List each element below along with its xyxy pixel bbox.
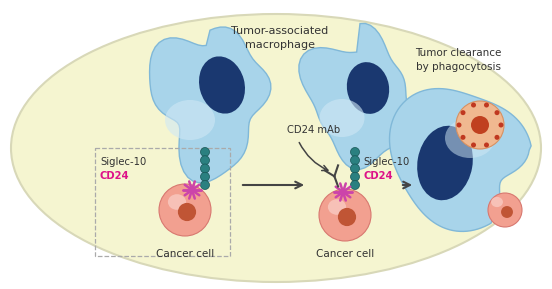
Ellipse shape (488, 193, 522, 227)
Ellipse shape (200, 147, 210, 157)
Text: Cancer cell: Cancer cell (156, 249, 214, 259)
Ellipse shape (460, 135, 465, 140)
Ellipse shape (445, 118, 495, 158)
Ellipse shape (460, 110, 465, 115)
Ellipse shape (319, 189, 371, 241)
Text: Tumor-associated
macrophage: Tumor-associated macrophage (231, 26, 328, 50)
Ellipse shape (178, 203, 196, 221)
Polygon shape (390, 89, 531, 231)
Ellipse shape (200, 156, 210, 165)
Ellipse shape (456, 101, 504, 149)
Ellipse shape (199, 56, 245, 114)
Ellipse shape (200, 172, 210, 181)
Ellipse shape (484, 142, 489, 147)
Ellipse shape (328, 199, 346, 215)
Ellipse shape (351, 156, 359, 165)
Ellipse shape (347, 62, 389, 114)
Ellipse shape (200, 181, 210, 190)
Ellipse shape (338, 208, 356, 226)
Ellipse shape (320, 99, 364, 137)
Ellipse shape (491, 197, 503, 207)
Ellipse shape (159, 184, 211, 236)
Ellipse shape (471, 142, 476, 147)
Ellipse shape (484, 103, 489, 108)
Polygon shape (150, 27, 271, 183)
Text: CD24: CD24 (100, 171, 130, 181)
Ellipse shape (165, 100, 215, 140)
Ellipse shape (501, 206, 513, 218)
Ellipse shape (417, 126, 473, 200)
Text: Cancer cell: Cancer cell (316, 249, 374, 259)
Ellipse shape (351, 147, 359, 157)
Ellipse shape (498, 123, 503, 127)
Text: CD24 mAb: CD24 mAb (287, 125, 340, 135)
Text: CD24: CD24 (363, 171, 392, 181)
Ellipse shape (351, 181, 359, 190)
Ellipse shape (471, 116, 489, 134)
Ellipse shape (168, 194, 186, 210)
Polygon shape (299, 23, 410, 169)
Text: Siglec-10: Siglec-10 (363, 157, 409, 167)
Ellipse shape (471, 103, 476, 108)
Ellipse shape (351, 172, 359, 181)
Ellipse shape (11, 14, 541, 282)
Ellipse shape (189, 187, 195, 193)
Ellipse shape (495, 110, 500, 115)
Ellipse shape (351, 164, 359, 173)
Ellipse shape (495, 135, 500, 140)
Ellipse shape (200, 164, 210, 173)
Ellipse shape (457, 123, 461, 127)
Text: Siglec-10: Siglec-10 (100, 157, 146, 167)
Ellipse shape (340, 189, 346, 195)
Text: Tumor clearance
by phagocytosis: Tumor clearance by phagocytosis (415, 48, 501, 72)
